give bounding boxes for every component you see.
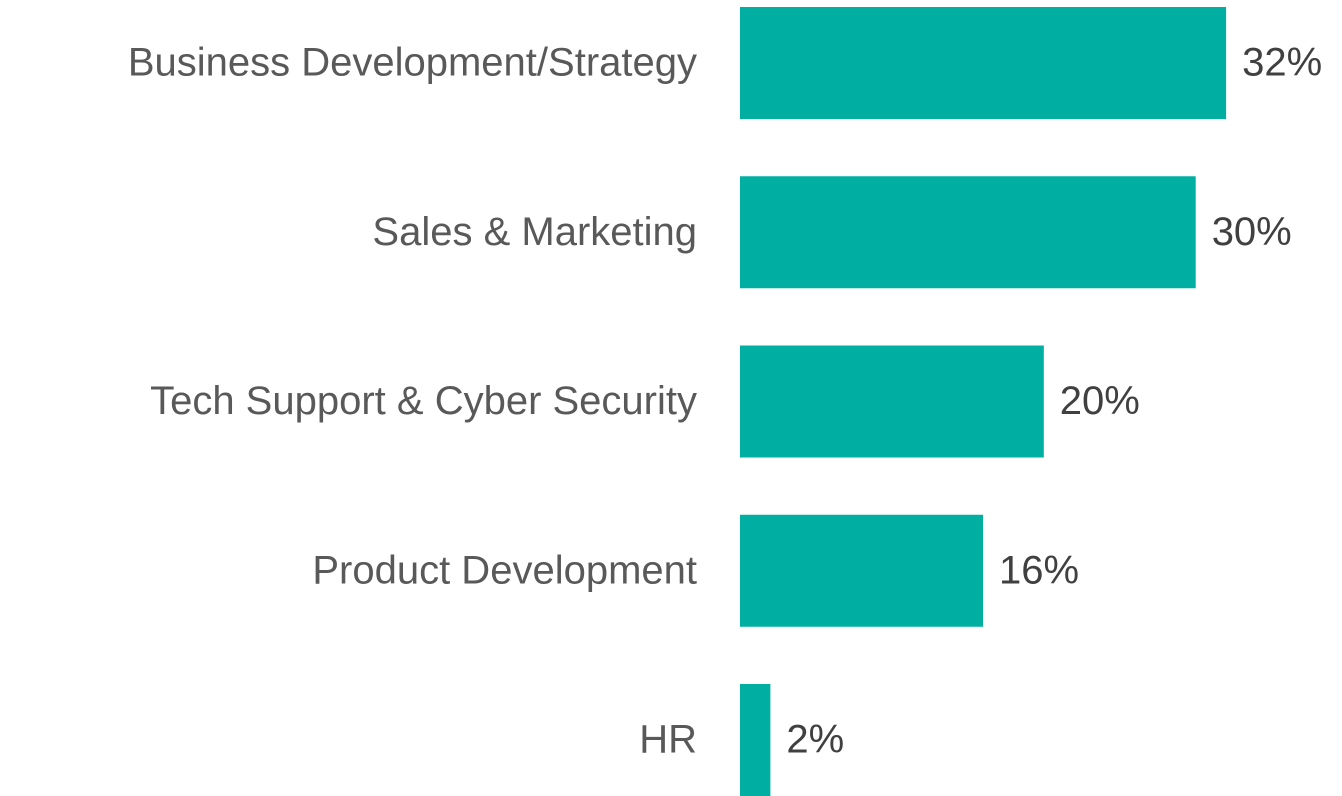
value-label: 2%	[786, 718, 844, 762]
value-label: 20%	[1060, 379, 1140, 423]
bar	[740, 345, 1044, 458]
value-label: 32%	[1242, 41, 1322, 85]
bar	[740, 176, 1196, 289]
category-label: Sales & Marketing	[372, 210, 697, 254]
value-label: 16%	[999, 548, 1079, 592]
bar	[740, 7, 1227, 119]
category-label: Tech Support & Cyber Security	[150, 379, 697, 423]
bar	[740, 684, 771, 796]
bar	[740, 514, 984, 627]
category-label: Product Development	[312, 548, 697, 592]
category-label: HR	[639, 718, 697, 762]
value-label: 30%	[1212, 210, 1292, 254]
category-label: Business Development/Strategy	[128, 41, 697, 85]
